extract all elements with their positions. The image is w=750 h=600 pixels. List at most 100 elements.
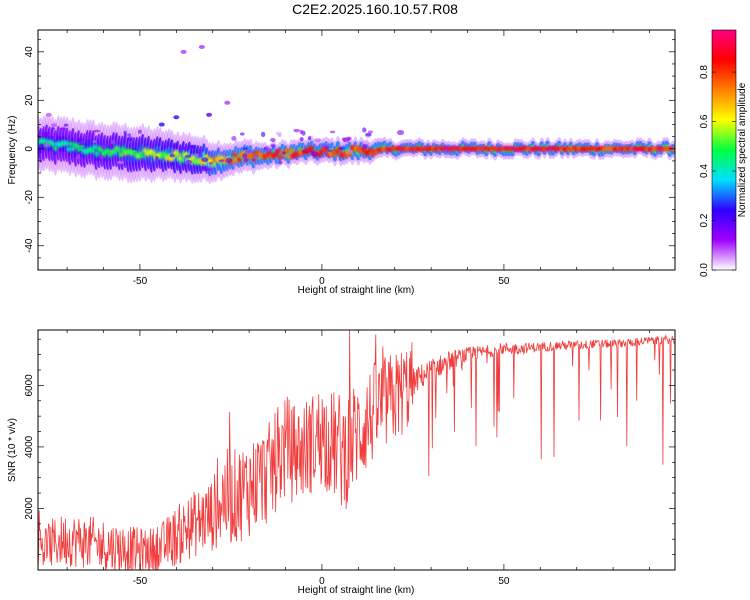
spectrogram-core bbox=[42, 138, 47, 144]
spectrogram-core bbox=[138, 151, 144, 157]
spectrogram-speck bbox=[270, 143, 276, 148]
spectrogram-speck bbox=[51, 123, 58, 127]
spectrogram-core bbox=[116, 147, 122, 153]
spectrogram-speck bbox=[76, 154, 81, 160]
spectrogram-speck bbox=[119, 158, 126, 162]
spectrogram-speck bbox=[208, 161, 214, 165]
snr-frame bbox=[37, 329, 676, 571]
spectrogram-core bbox=[53, 145, 58, 152]
colorbar-label: Normalized spectral amplitude bbox=[737, 82, 748, 217]
spectrogram-speck bbox=[276, 131, 282, 136]
colorbar-tick-label: 0.2 bbox=[699, 213, 710, 227]
spectrogram-core bbox=[190, 155, 196, 161]
spectrogram-core bbox=[74, 143, 80, 149]
spectrogram-speck bbox=[293, 128, 301, 133]
spectrogram-outlier bbox=[173, 115, 180, 120]
spectrogram-speck bbox=[242, 153, 248, 159]
spectrogram-speck bbox=[263, 146, 270, 151]
y-tick-label: 6000 bbox=[24, 374, 35, 397]
spectrogram-speck bbox=[232, 163, 237, 167]
spectrogram-core bbox=[175, 151, 181, 157]
spectrogram-speck bbox=[301, 130, 306, 136]
spectrogram-speck bbox=[338, 147, 346, 150]
spectrogram-speck bbox=[314, 138, 321, 143]
spectrogram-core bbox=[286, 153, 292, 159]
colorbar-scale bbox=[711, 29, 737, 271]
spectrogram-speck bbox=[63, 123, 69, 127]
spectrogram-core bbox=[236, 156, 242, 163]
spectrogram-speck bbox=[251, 158, 256, 162]
spectrogram-outlier bbox=[180, 49, 187, 54]
spectrogram-core bbox=[92, 144, 98, 150]
colorbar: 0.0 0.2 0.4 0.6 0.8 Normalized spectral ampl… bbox=[699, 29, 748, 277]
x-tick-label: -50 bbox=[133, 576, 148, 587]
spectrogram-x-axis-label: Height of straight line (km) bbox=[298, 285, 415, 296]
spectrogram-speck bbox=[231, 136, 237, 141]
spectrogram-core bbox=[50, 141, 56, 147]
spectrogram-speck bbox=[195, 153, 199, 158]
y-tick-label: 4000 bbox=[24, 435, 35, 458]
y-tick-label: -40 bbox=[24, 238, 35, 253]
spectrogram-plot-area bbox=[38, 44, 675, 185]
spectrogram-outlier bbox=[45, 112, 52, 117]
spectrogram-speck bbox=[59, 127, 67, 131]
x-tick-label: 0 bbox=[319, 576, 325, 587]
spectrogram-speck bbox=[363, 141, 371, 145]
spectrogram-ticks: -50 0 50 -40 -20 0 20 40 bbox=[24, 30, 675, 287]
spectrogram-core bbox=[112, 149, 117, 156]
x-tick-label: 50 bbox=[498, 276, 510, 287]
spectrogram-speck bbox=[329, 130, 336, 134]
spectrogram-core bbox=[151, 150, 157, 157]
spectrogram-speck bbox=[278, 160, 283, 165]
spectrogram-speck bbox=[301, 150, 308, 154]
spectrogram-speck bbox=[38, 143, 44, 149]
spectrogram-speck bbox=[100, 144, 107, 150]
spectrogram-speck bbox=[131, 147, 138, 151]
spectrogram-speck bbox=[107, 144, 114, 150]
snr-y-axis-label: SNR (10 * v/v) bbox=[7, 418, 18, 482]
spectrogram-speck bbox=[326, 149, 333, 152]
spectrogram-speck bbox=[93, 129, 101, 133]
spectrogram-core bbox=[232, 152, 237, 158]
spectrogram-outlier bbox=[198, 44, 205, 49]
spectrogram-core bbox=[70, 146, 76, 152]
spectrogram-speck bbox=[188, 144, 196, 149]
snr-series-line bbox=[38, 330, 675, 570]
colorbar-tick-label: 0.8 bbox=[699, 65, 710, 79]
spectrogram-speck bbox=[282, 151, 286, 155]
spectrogram-speck bbox=[245, 150, 253, 154]
spectrogram-speck bbox=[310, 150, 315, 153]
spectrogram-core bbox=[94, 151, 100, 157]
snr-plot-area bbox=[38, 330, 675, 570]
spectrogram-speck bbox=[127, 133, 132, 137]
spectrogram-speck bbox=[243, 157, 249, 163]
spectrogram-speck bbox=[94, 157, 101, 161]
x-tick-label: 50 bbox=[498, 576, 510, 587]
x-tick-label: -50 bbox=[133, 276, 148, 287]
spectrogram-core bbox=[179, 157, 185, 163]
spectrogram-speck bbox=[99, 154, 105, 160]
spectrogram-speck bbox=[77, 150, 82, 154]
spectrogram-speck bbox=[201, 157, 209, 163]
spectrogram-speck bbox=[169, 153, 175, 158]
spectrogram-speck bbox=[346, 149, 353, 154]
spectrogram-speck bbox=[279, 154, 283, 158]
spectrogram-speck bbox=[180, 147, 185, 150]
spectrogram-core bbox=[162, 151, 168, 157]
spectrogram-outlier bbox=[224, 100, 231, 105]
spectrogram-speck bbox=[92, 140, 97, 143]
spectrogram-core bbox=[68, 141, 74, 147]
spectrogram-speck bbox=[242, 147, 249, 150]
spectrogram-speck bbox=[42, 131, 50, 137]
spectrogram-speck bbox=[172, 142, 179, 148]
colorbar-ticks: 0.0 0.2 0.4 0.6 0.8 bbox=[699, 65, 736, 277]
snr-x-axis-label: Height of straight line (km) bbox=[298, 585, 415, 596]
spectrogram-speck bbox=[104, 158, 108, 162]
spectrogram-frame bbox=[37, 29, 676, 271]
spectrogram-core bbox=[105, 148, 111, 154]
spectrogram-outlier bbox=[206, 112, 213, 117]
spectrogram-outlier bbox=[158, 122, 165, 127]
y-tick-label: -20 bbox=[24, 190, 35, 205]
snr-ticks: -50 0 50 2000 4000 6000 bbox=[24, 330, 675, 587]
